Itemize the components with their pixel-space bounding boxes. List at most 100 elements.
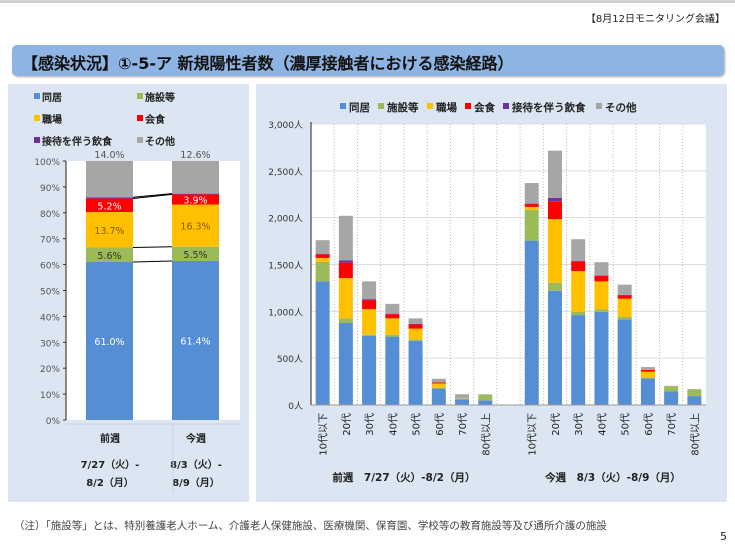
legend-label: 接待を伴う飲食 (42, 135, 113, 148)
y-tick-label: 1,000人 (268, 307, 303, 318)
legend-label: 会食 (474, 101, 495, 114)
bar-segment (664, 391, 679, 405)
category-label: 今週 (185, 432, 206, 445)
y-tick-label: 70% (40, 236, 60, 246)
bar-segment (362, 281, 377, 300)
bar-segment (640, 367, 655, 370)
y-tick-label: 2,500人 (268, 167, 303, 178)
category-date: 8/3（火）- (170, 458, 222, 471)
bar-segment (571, 311, 586, 316)
bar-segment (524, 209, 539, 241)
bar-segment (362, 335, 377, 405)
x-tick-label: 30代 (364, 413, 376, 436)
bar-segment (478, 394, 493, 401)
bar-segment (338, 318, 353, 324)
legend-swatch (503, 103, 509, 109)
bar-segment (571, 271, 586, 312)
data-label: 61.4% (180, 336, 210, 347)
legend-label: 職場 (436, 101, 457, 114)
legend-label: 施設等 (387, 101, 419, 114)
bar-segment (617, 319, 632, 405)
group-label: 今週 8/3（火）-8/9（月） (544, 471, 681, 484)
legend-swatch (137, 93, 143, 99)
y-tick-label: 20% (40, 365, 60, 375)
bar-segment (338, 215, 353, 261)
bar-segment (431, 388, 446, 405)
x-tick-label: 40代 (596, 413, 608, 436)
count-chart-panel: 同居 施設等 職場 会食 接待を伴う飲食 その他 0人 500人 1,000人 1,500人 2,0… (256, 84, 727, 502)
bar-segment (431, 378, 446, 383)
x-tick-label: 50代 (620, 413, 632, 436)
legend-label: 接待を伴う飲食 (512, 101, 586, 114)
legend-swatch (34, 115, 40, 121)
bar-segment (172, 194, 219, 205)
legend-swatch (137, 137, 143, 143)
page-number: 5 (720, 530, 727, 543)
bar-segment (172, 260, 219, 420)
legend-label: 同居 (42, 92, 62, 104)
bar-segment (86, 262, 133, 420)
bar-segment (687, 396, 702, 405)
y-tick-label: 0人 (288, 401, 303, 412)
bar-segment (431, 382, 446, 384)
x-tick-label: 10代以下 (318, 413, 330, 456)
bar-segment (431, 387, 446, 389)
y-tick-label: 90% (40, 184, 60, 194)
data-label: 3.9% (183, 195, 207, 206)
y-tick-label: 30% (40, 339, 60, 349)
title-banner: 【感染状況】①-5-ア 新規陽性者数（濃厚接触者における感染経路） (12, 45, 724, 76)
legend-label: その他 (605, 101, 637, 114)
bar-segment (408, 340, 423, 405)
x-tick-label: 50代 (411, 413, 423, 436)
bar-segment (571, 315, 586, 405)
data-label: 16.3% (180, 222, 210, 233)
bar-segment (86, 197, 133, 199)
bar-segment (338, 278, 353, 319)
x-tick-label: 60代 (643, 413, 655, 436)
y-tick-label: 60% (40, 262, 60, 272)
legend-swatch (596, 103, 602, 109)
bar-segment (524, 206, 539, 210)
bar-segment (385, 303, 400, 314)
bar-segment (86, 247, 133, 263)
y-tick-label: 50% (40, 288, 60, 298)
bar-segment (547, 150, 562, 198)
bar-segment (86, 212, 133, 248)
data-label: 12.6% (180, 150, 210, 161)
series-connector-line (132, 260, 173, 263)
y-tick-label: 500人 (277, 354, 303, 365)
bar-segment (86, 161, 133, 198)
data-label: 5.2% (97, 201, 121, 212)
bar-segment (315, 261, 330, 282)
bar-segment (524, 240, 539, 405)
category-date: 7/27（火）- (81, 458, 140, 471)
bar-segment (362, 334, 377, 336)
data-label: 14.0% (94, 150, 124, 161)
data-label: 5.5% (183, 250, 207, 261)
bar-segment (547, 290, 562, 405)
bar-segment (478, 400, 493, 405)
legend-label: 同居 (349, 102, 370, 114)
legend-swatch (34, 137, 40, 143)
bar-segment (338, 262, 353, 279)
y-tick-label: 40% (40, 313, 60, 323)
bar-segment (86, 198, 133, 213)
bar-segment (547, 282, 562, 291)
bar-segment (408, 318, 423, 324)
bar-segment (172, 193, 219, 195)
bar-segment (385, 318, 400, 335)
bar-segment (640, 371, 655, 378)
bar-segment (172, 246, 219, 261)
bar-segment (455, 394, 470, 399)
bar-segment (315, 257, 330, 262)
bar-segment (664, 386, 679, 392)
bar-segment (338, 323, 353, 405)
bar-segment (408, 328, 423, 340)
bar-segment (315, 240, 330, 254)
x-tick-label: 20代 (341, 413, 353, 436)
x-tick-label: 60代 (434, 413, 446, 436)
x-tick-label: 10代以下 (527, 413, 539, 456)
bar-segment (362, 299, 377, 301)
group-label: 前週 7/27（火）-8/2（月） (332, 471, 475, 484)
